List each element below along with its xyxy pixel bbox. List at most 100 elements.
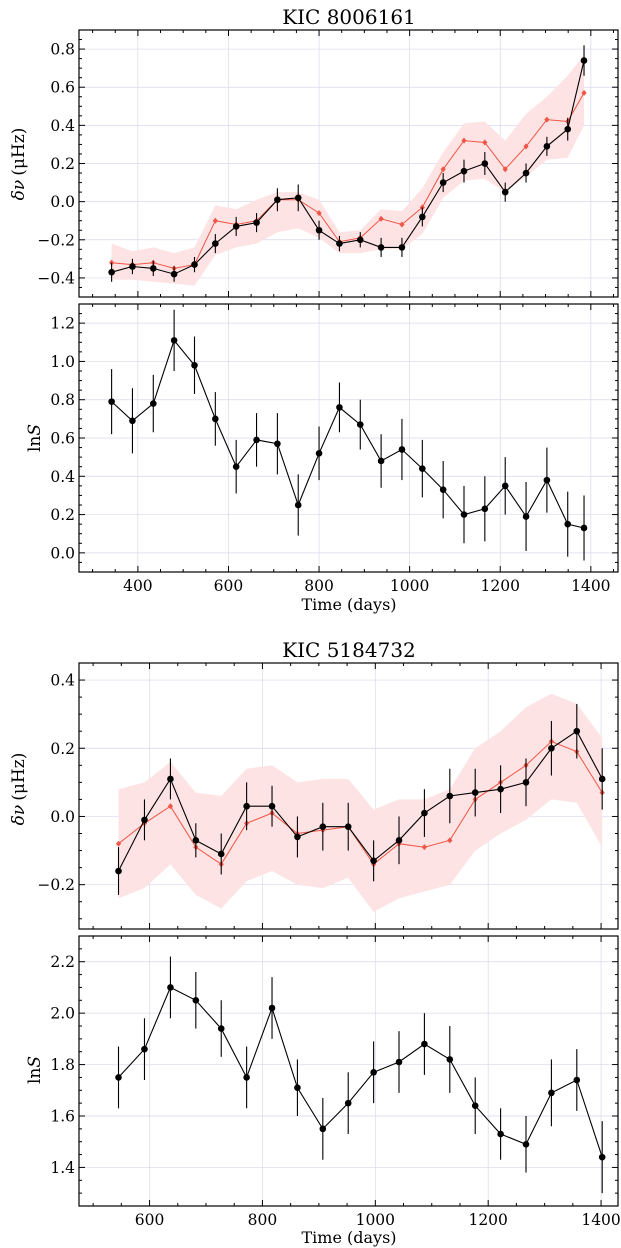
observed-point bbox=[471, 1102, 479, 1110]
y-tick-label: 0.0 bbox=[50, 193, 75, 211]
model-point bbox=[316, 210, 322, 217]
plot-kic-5184732-dnu: −0.2 0.0 0.2 0.4 bbox=[37, 662, 619, 930]
observed-point bbox=[419, 465, 426, 472]
observed-point bbox=[336, 240, 343, 247]
y-tick-label: 0.4 bbox=[50, 468, 75, 486]
y-tick-label: 0.0 bbox=[50, 808, 75, 826]
observed-point bbox=[522, 513, 530, 520]
observed-point bbox=[439, 179, 447, 186]
observed-point bbox=[232, 463, 240, 471]
observed-point bbox=[274, 196, 281, 204]
model-point bbox=[502, 166, 508, 173]
x-tick-label: 1200 bbox=[468, 1211, 507, 1229]
observed-point bbox=[395, 1058, 403, 1066]
observed-point bbox=[294, 1084, 301, 1092]
x-tick-label: 1000 bbox=[390, 577, 429, 595]
observed-point bbox=[294, 501, 302, 509]
observed-point bbox=[129, 417, 136, 425]
observed-point bbox=[336, 404, 343, 411]
observed-point bbox=[501, 482, 509, 490]
observed-point bbox=[319, 1125, 327, 1133]
y-tick-label: 1.8 bbox=[50, 1056, 75, 1074]
y-tick-label: 1.4 bbox=[50, 1159, 75, 1177]
observed-point bbox=[377, 457, 385, 465]
x-tick-label: 1000 bbox=[356, 1211, 395, 1229]
observed-point bbox=[564, 125, 572, 133]
y-tick-label: −0.2 bbox=[37, 231, 75, 249]
x-tick-label: 600 bbox=[135, 1211, 165, 1229]
y-tick-label: 2.2 bbox=[50, 953, 75, 971]
model-point bbox=[399, 221, 405, 228]
observed-point bbox=[149, 265, 157, 272]
y-axis-label-dnu-bottom: δν(μHz) bbox=[9, 753, 29, 826]
observed-point bbox=[598, 1153, 606, 1161]
y-axis-label-dnu-top: δν(μHz) bbox=[9, 128, 29, 201]
y-tick-label: 0.8 bbox=[50, 391, 75, 409]
observed-point bbox=[421, 809, 428, 817]
observed-point bbox=[344, 1099, 352, 1107]
observed-point bbox=[212, 240, 219, 247]
model-point bbox=[212, 217, 218, 224]
observed-point bbox=[356, 421, 364, 428]
observed-point bbox=[319, 823, 327, 830]
y-tick-label: 1.2 bbox=[50, 315, 75, 333]
y-tick-label: 0.0 bbox=[50, 544, 75, 562]
observed-point bbox=[141, 1045, 148, 1053]
observed-point bbox=[315, 226, 323, 234]
observed-point bbox=[170, 270, 178, 278]
observed-point bbox=[274, 440, 281, 448]
model-point bbox=[421, 844, 428, 851]
y-tick-label: 2.0 bbox=[50, 1005, 75, 1023]
y-axis-label-lns-top: lnS bbox=[25, 424, 45, 452]
model-point bbox=[447, 837, 453, 844]
observed-point bbox=[212, 415, 219, 423]
x-tick-label: 800 bbox=[248, 1211, 278, 1229]
y-tick-label: 0.4 bbox=[50, 117, 75, 135]
model-point bbox=[115, 840, 122, 847]
observed-point bbox=[446, 792, 454, 800]
chart-title-kic-5184732: KIC 5184732 bbox=[282, 638, 416, 662]
observed-point bbox=[564, 520, 572, 528]
observed-point bbox=[356, 236, 364, 244]
observed-point bbox=[108, 398, 115, 405]
y-tick-label: −0.4 bbox=[37, 269, 75, 287]
observed-point bbox=[580, 524, 588, 532]
observed-series-line bbox=[111, 339, 585, 529]
model-point bbox=[167, 803, 174, 810]
model-point bbox=[461, 137, 467, 144]
observed-point bbox=[217, 1025, 225, 1032]
plot-kic-8006161-dnu: −0.4 −0.2 0.0 0.2 0.4 0.6 0.8 bbox=[37, 29, 619, 298]
observed-series-line bbox=[111, 60, 585, 275]
y-tick-label: 0.6 bbox=[50, 79, 75, 97]
observed-point bbox=[170, 337, 178, 344]
model-point bbox=[523, 143, 529, 150]
observed-point bbox=[573, 1076, 581, 1084]
observed-point bbox=[243, 802, 250, 810]
model-uncertainty-band bbox=[111, 54, 584, 286]
observed-point bbox=[167, 775, 174, 783]
y-tick-label: 0.6 bbox=[50, 430, 75, 448]
model-uncertainty-band bbox=[118, 693, 603, 912]
observed-point bbox=[522, 1140, 530, 1148]
model-point bbox=[378, 215, 384, 222]
model-series-line bbox=[118, 740, 603, 865]
y-tick-label: 1.6 bbox=[50, 1108, 75, 1126]
observed-point bbox=[481, 160, 489, 167]
observed-point bbox=[395, 837, 403, 844]
observed-point bbox=[497, 1130, 504, 1138]
observed-point bbox=[522, 779, 530, 786]
y-tick-label: 0.2 bbox=[50, 740, 75, 758]
observed-point bbox=[167, 984, 174, 991]
observed-point bbox=[141, 816, 148, 824]
observed-point bbox=[421, 1040, 428, 1048]
axes-frame bbox=[78, 935, 619, 1207]
observed-point bbox=[580, 57, 588, 64]
observed-point bbox=[129, 263, 136, 270]
observed-point bbox=[115, 867, 122, 875]
observed-point bbox=[460, 167, 468, 175]
observed-point bbox=[217, 850, 225, 858]
observed-point bbox=[344, 823, 352, 830]
observed-point bbox=[232, 223, 240, 230]
observed-point bbox=[543, 476, 551, 484]
